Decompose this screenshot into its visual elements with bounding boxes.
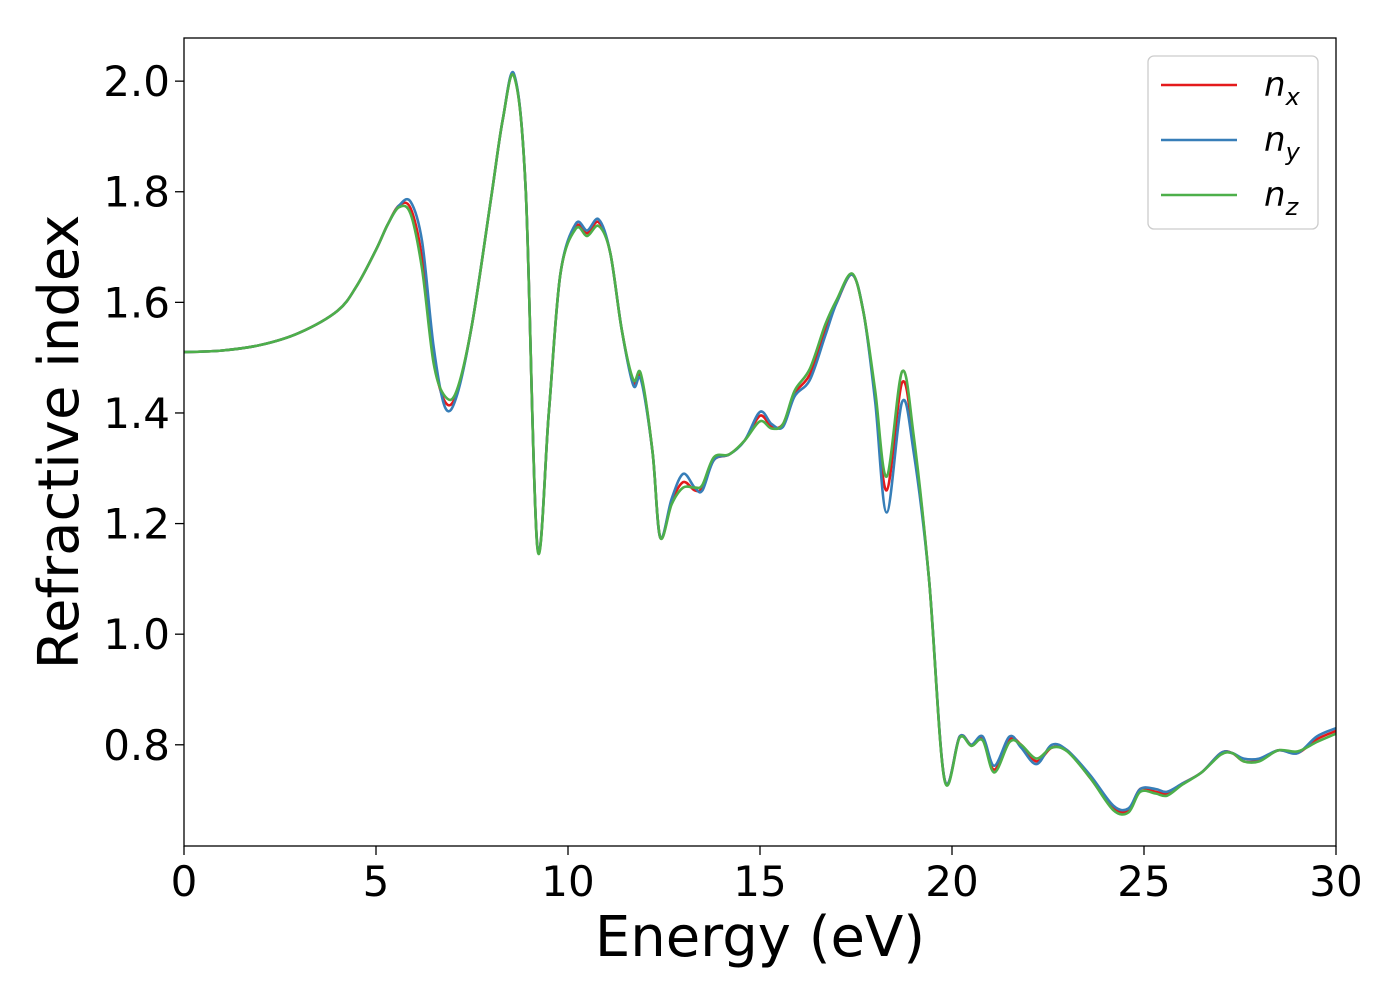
x-tick-label: 5 <box>363 857 390 906</box>
x-tick-label: 0 <box>171 857 198 906</box>
y-tick-label: 1.6 <box>103 278 170 327</box>
x-tick-label: 15 <box>733 857 786 906</box>
y-tick-label: 1.0 <box>103 610 170 659</box>
x-tick-label: 20 <box>925 857 978 906</box>
y-tick-label: 1.2 <box>103 500 170 549</box>
y-axis-label: Refractive index <box>27 215 92 670</box>
y-tick-label: 1.8 <box>103 168 170 217</box>
legend-box <box>1147 55 1319 230</box>
x-axis-label: Energy (eV) <box>595 905 925 970</box>
x-tick-label: 30 <box>1309 857 1362 906</box>
x-axis: 0 5 10 15 20 25 30 <box>171 846 1363 906</box>
y-tick-label: 0.8 <box>103 721 170 770</box>
legend-label-z: nz <box>1264 175 1300 221</box>
y-axis: 0.8 1.0 1.2 1.4 1.6 1.8 2.0 <box>103 57 184 770</box>
series-layer <box>183 70 1337 816</box>
x-tick-label: 10 <box>541 857 594 906</box>
y-tick-label: 1.4 <box>103 389 170 438</box>
x-tick-label: 25 <box>1117 857 1170 906</box>
legend: nx ny nz <box>1147 55 1319 230</box>
legend-label-x: nx <box>1264 65 1301 111</box>
series-line-n-z <box>183 73 1337 816</box>
legend-label-y: ny <box>1264 120 1301 166</box>
y-tick-label: 2.0 <box>103 57 170 106</box>
